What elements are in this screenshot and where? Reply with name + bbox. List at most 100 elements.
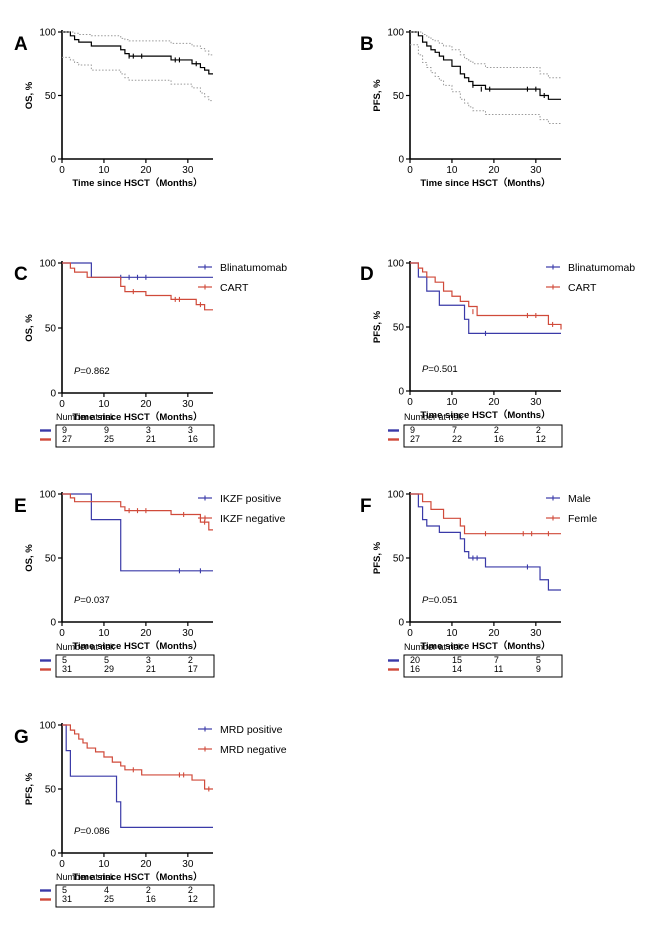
p-value: P=0.086 (74, 826, 110, 837)
survival-curve-mrd-positive (62, 725, 213, 827)
x-tick-label: 10 (98, 628, 110, 639)
x-tick-label: 20 (140, 399, 152, 410)
y-tick-label: 50 (393, 91, 405, 102)
p-value: P=0.051 (422, 595, 458, 606)
risk-cell: 16 (494, 434, 504, 444)
x-tick-label: 30 (182, 859, 194, 870)
x-tick-label: 10 (446, 397, 458, 408)
y-tick-label: 0 (398, 618, 404, 629)
panel-letter: E (14, 496, 27, 517)
y-tick-label: 0 (50, 155, 56, 166)
x-tick-label: 30 (182, 628, 194, 639)
risk-cell: 12 (536, 434, 546, 444)
risk-cell: 27 (62, 434, 72, 444)
risk-cell: 31 (62, 894, 72, 904)
panel-e: E0501000 10 20 30Time since HSCT（Months）OS,… (14, 490, 286, 678)
x-axis-label: Time since HSCT（Months） (420, 177, 550, 189)
survival-curve-cart (62, 263, 213, 310)
y-axis-label: OS, % (24, 81, 35, 109)
x-tick-label: 20 (140, 859, 152, 870)
y-tick-label: 100 (39, 28, 56, 39)
confidence-band-line (410, 45, 561, 124)
risk-cell: 25 (104, 894, 114, 904)
x-tick-label: 20 (140, 628, 152, 639)
risk-cell: 21 (146, 434, 156, 444)
risk-cell: 22 (452, 434, 462, 444)
risk-cell: 9 (536, 664, 541, 674)
risk-cell: 27 (410, 434, 420, 444)
risk-cell: 16 (410, 664, 420, 674)
x-tick-label: 30 (530, 397, 542, 408)
confidence-band-line (62, 32, 213, 55)
legend-entry: Blinatumomab (568, 262, 635, 274)
y-axis-label: OS, % (24, 314, 35, 342)
x-tick-label: 30 (182, 165, 194, 176)
risk-cell: 12 (188, 894, 198, 904)
legend-entry: Blinatumomab (220, 262, 287, 274)
risk-table-title: Number at risk (404, 412, 463, 422)
x-tick-label: 10 (98, 399, 110, 410)
panel-letter: G (14, 727, 29, 748)
legend-entry: Femle (568, 513, 597, 525)
legend-entry: Male (568, 493, 591, 505)
survival-curve-mrd-negative (62, 725, 213, 789)
panel-letter: D (360, 264, 374, 285)
x-tick-label: 30 (530, 628, 542, 639)
survival-curve-blinatumomab (410, 263, 561, 333)
x-tick-label: 0 (407, 628, 413, 639)
panel-a: A0501000 10 20 30Time since HSCT（Months）OS,… (14, 28, 213, 190)
x-tick-label: 0 (59, 859, 65, 870)
survival-curve-overall (62, 32, 213, 74)
x-tick-label: 10 (98, 859, 110, 870)
risk-table-title: Number at risk (56, 642, 115, 652)
y-tick-label: 0 (398, 387, 404, 398)
risk-cell: 31 (62, 664, 72, 674)
risk-table-title: Number at risk (56, 412, 115, 422)
x-tick-label: 0 (59, 399, 65, 410)
y-tick-label: 50 (393, 323, 405, 334)
p-value: P=0.862 (74, 366, 110, 377)
y-tick-label: 0 (50, 618, 56, 629)
panel-f: F0501000 10 20 30Time since HSCT（Months）PFS… (360, 490, 597, 678)
x-tick-label: 10 (98, 165, 110, 176)
panel-letter: F (360, 496, 372, 517)
panel-c: C0501000 10 20 30Time since HSCT（Months）OS,… (14, 259, 287, 448)
y-tick-label: 100 (387, 259, 404, 270)
x-tick-label: 0 (59, 628, 65, 639)
x-tick-label: 0 (407, 165, 413, 176)
y-tick-label: 100 (387, 28, 404, 39)
y-tick-label: 100 (39, 259, 56, 270)
x-tick-label: 0 (407, 397, 413, 408)
survival-curve-femle (410, 494, 561, 534)
survival-curve-male (410, 494, 561, 590)
panel-letter: C (14, 264, 28, 285)
risk-cell: 17 (188, 664, 198, 674)
risk-cell: 21 (146, 664, 156, 674)
risk-cell: 29 (104, 664, 114, 674)
risk-cell: 14 (452, 664, 462, 674)
y-tick-label: 100 (39, 721, 56, 732)
survival-curve-cart (410, 263, 561, 330)
y-tick-label: 100 (387, 490, 404, 501)
confidence-band-line (410, 32, 561, 78)
p-value: P=0.501 (422, 364, 458, 375)
risk-cell: 11 (494, 664, 503, 674)
x-tick-label: 20 (488, 165, 500, 176)
y-axis-label: PFS, % (24, 772, 35, 805)
legend-entry: CART (568, 282, 597, 294)
panel-letter: B (360, 34, 374, 55)
y-tick-label: 50 (45, 91, 57, 102)
x-tick-label: 30 (530, 165, 542, 176)
y-axis-label: PFS, % (372, 79, 383, 112)
panel-letter: A (14, 34, 28, 55)
y-tick-label: 50 (393, 554, 405, 565)
x-tick-label: 10 (446, 165, 458, 176)
y-tick-label: 0 (398, 155, 404, 166)
x-tick-label: 10 (446, 628, 458, 639)
risk-table-title: Number at risk (56, 872, 115, 882)
y-tick-label: 50 (45, 785, 57, 796)
